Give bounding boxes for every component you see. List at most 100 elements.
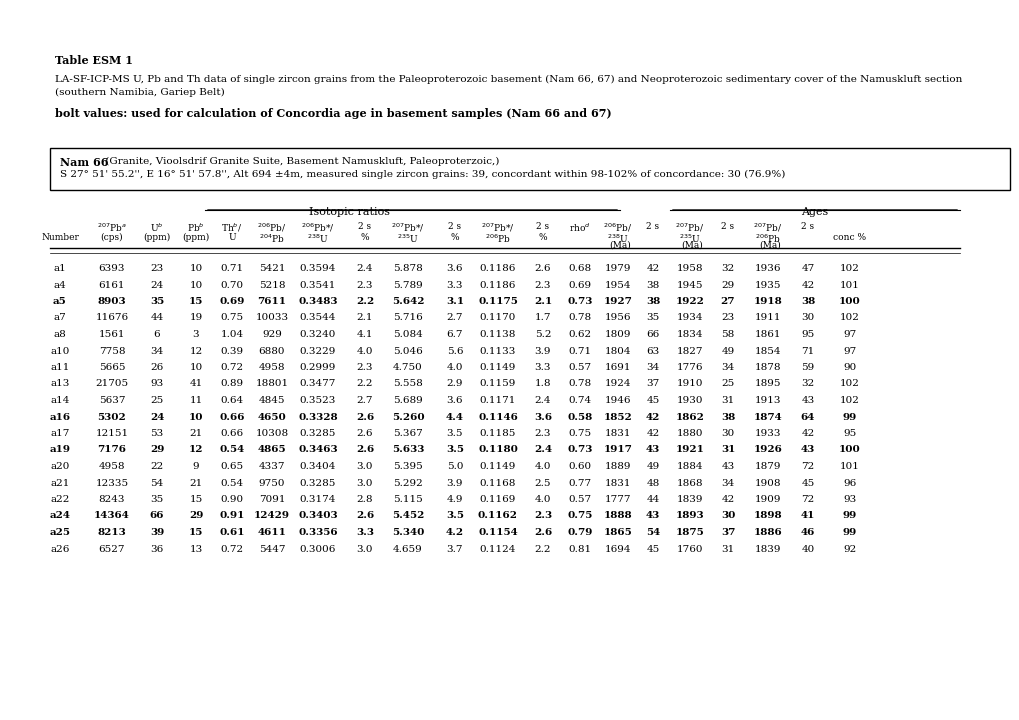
Text: 38: 38: [720, 413, 735, 421]
Text: 92: 92: [843, 544, 856, 554]
Text: 8213: 8213: [98, 528, 126, 537]
Text: Th$^b$/: Th$^b$/: [221, 222, 243, 235]
Text: 45: 45: [801, 479, 814, 487]
Text: 10: 10: [190, 281, 203, 289]
Text: 5421: 5421: [259, 264, 285, 273]
Text: 4611: 4611: [258, 528, 286, 537]
Text: 0.91: 0.91: [219, 511, 245, 521]
Text: 46: 46: [800, 528, 814, 537]
Text: 6161: 6161: [99, 281, 125, 289]
Text: 5665: 5665: [99, 363, 125, 372]
Text: 1954: 1954: [604, 281, 631, 289]
Text: 32: 32: [801, 379, 814, 389]
Text: 1921: 1921: [675, 446, 704, 454]
Text: 26: 26: [150, 363, 163, 372]
Text: 1879: 1879: [754, 462, 781, 471]
Text: 1922: 1922: [675, 297, 704, 306]
Text: 1926: 1926: [753, 446, 782, 454]
Text: 3.3: 3.3: [534, 363, 550, 372]
Text: 2.6: 2.6: [356, 446, 374, 454]
Text: 3.0: 3.0: [357, 544, 373, 554]
Text: 10: 10: [190, 363, 203, 372]
Text: 3.7: 3.7: [446, 544, 463, 554]
Text: 34: 34: [720, 479, 734, 487]
Text: 1927: 1927: [603, 297, 632, 306]
Text: %: %: [538, 233, 547, 242]
Text: 101: 101: [840, 281, 859, 289]
Text: 1935: 1935: [754, 281, 781, 289]
Text: bolt values: used for calculation of Concordia age in basement samples (Nam 66 a: bolt values: used for calculation of Con…: [55, 108, 611, 119]
Text: 0.1180: 0.1180: [478, 446, 518, 454]
Text: 4.9: 4.9: [446, 495, 463, 504]
Text: 1910: 1910: [676, 379, 702, 389]
Text: 100: 100: [839, 297, 860, 306]
Text: 1827: 1827: [676, 346, 702, 356]
Text: 0.1133: 0.1133: [479, 346, 516, 356]
Text: 0.3594: 0.3594: [300, 264, 336, 273]
Text: 0.2999: 0.2999: [300, 363, 336, 372]
Text: 1908: 1908: [754, 479, 781, 487]
Text: 34: 34: [646, 363, 659, 372]
Text: 5.340: 5.340: [391, 528, 424, 537]
Text: 0.3403: 0.3403: [298, 511, 337, 521]
Text: $^{206}$Pb/: $^{206}$Pb/: [257, 222, 286, 235]
Text: 41: 41: [190, 379, 203, 389]
Text: 41: 41: [800, 511, 814, 521]
Text: 0.72: 0.72: [220, 544, 244, 554]
Text: 0.1154: 0.1154: [478, 528, 518, 537]
Text: 7758: 7758: [99, 346, 125, 356]
Text: 1694: 1694: [604, 544, 631, 554]
Text: 2.7: 2.7: [446, 313, 463, 323]
Text: 929: 929: [262, 330, 281, 339]
Text: 21: 21: [190, 479, 203, 487]
Text: 1909: 1909: [754, 495, 781, 504]
Text: 13: 13: [190, 544, 203, 554]
Text: 4.2: 4.2: [445, 528, 464, 537]
Text: 2.3: 2.3: [534, 281, 550, 289]
Text: 0.1186: 0.1186: [479, 264, 516, 273]
Text: 95: 95: [801, 330, 814, 339]
Text: 34: 34: [720, 363, 734, 372]
Text: 44: 44: [646, 495, 659, 504]
Text: 5.046: 5.046: [392, 346, 423, 356]
Text: $^{206}$Pb: $^{206}$Pb: [485, 233, 511, 246]
Text: 0.39: 0.39: [220, 346, 244, 356]
Text: 0.3544: 0.3544: [300, 313, 336, 323]
Text: 0.58: 0.58: [567, 413, 592, 421]
Text: Ages: Ages: [801, 207, 827, 217]
Text: Isotopic ratios: Isotopic ratios: [309, 207, 390, 217]
Text: 4337: 4337: [259, 462, 285, 471]
Text: 0.65: 0.65: [220, 462, 244, 471]
Text: 0.1185: 0.1185: [479, 429, 516, 438]
Text: U$^b$: U$^b$: [150, 222, 164, 235]
Text: 8243: 8243: [99, 495, 125, 504]
Text: 2.6: 2.6: [356, 511, 374, 521]
Text: 43: 43: [645, 511, 659, 521]
Text: 1.8: 1.8: [534, 379, 550, 389]
Text: 1862: 1862: [675, 413, 704, 421]
Text: 35: 35: [150, 495, 163, 504]
Text: 1.04: 1.04: [220, 330, 244, 339]
Text: 4865: 4865: [258, 446, 286, 454]
Text: 3.6: 3.6: [533, 413, 551, 421]
Text: 2.8: 2.8: [357, 495, 373, 504]
Text: 36: 36: [150, 544, 163, 554]
Text: 2.6: 2.6: [534, 264, 550, 273]
Text: 1691: 1691: [604, 363, 631, 372]
Text: (Ma): (Ma): [681, 241, 702, 250]
Text: 1880: 1880: [676, 429, 702, 438]
Text: a7: a7: [54, 313, 66, 323]
Text: 0.3174: 0.3174: [300, 495, 336, 504]
Text: 0.66: 0.66: [219, 413, 245, 421]
Text: 3.5: 3.5: [446, 429, 463, 438]
Text: a4: a4: [54, 281, 66, 289]
Text: 1831: 1831: [604, 429, 631, 438]
Text: 1884: 1884: [676, 462, 702, 471]
Text: 0.3285: 0.3285: [300, 479, 336, 487]
Text: 4.0: 4.0: [534, 495, 550, 504]
Text: 0.1149: 0.1149: [479, 363, 516, 372]
Text: a1: a1: [54, 264, 66, 273]
Text: 22: 22: [150, 462, 163, 471]
Text: 47: 47: [801, 264, 814, 273]
Text: 1874: 1874: [753, 413, 782, 421]
